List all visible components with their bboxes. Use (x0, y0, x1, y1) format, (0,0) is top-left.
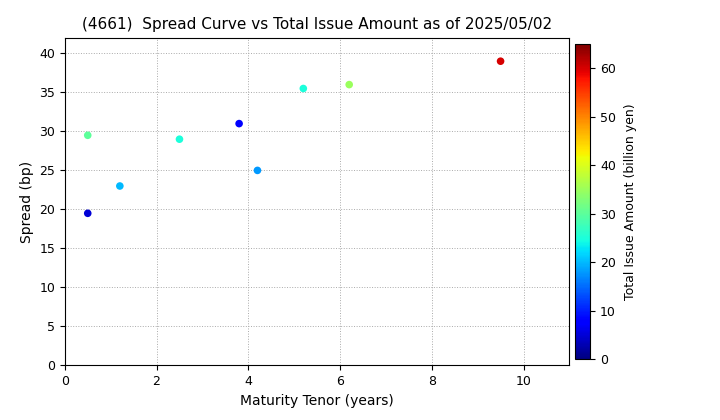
Point (233, 120, 245, 127)
Point (252, 167, 264, 174)
Point (343, 81, 355, 88)
Point (82, 132, 94, 139)
Point (114, 183, 125, 189)
Point (495, 58, 506, 65)
Title: (4661)  Spread Curve vs Total Issue Amount as of 2025/05/02: (4661) Spread Curve vs Total Issue Amoun… (82, 18, 552, 32)
X-axis label: Maturity Tenor (years): Maturity Tenor (years) (240, 394, 394, 408)
Y-axis label: Spread (bp): Spread (bp) (19, 160, 34, 243)
Point (297, 85, 309, 92)
Point (82, 210, 94, 217)
Point (174, 136, 185, 142)
Y-axis label: Total Issue Amount (billion yen): Total Issue Amount (billion yen) (624, 103, 637, 300)
